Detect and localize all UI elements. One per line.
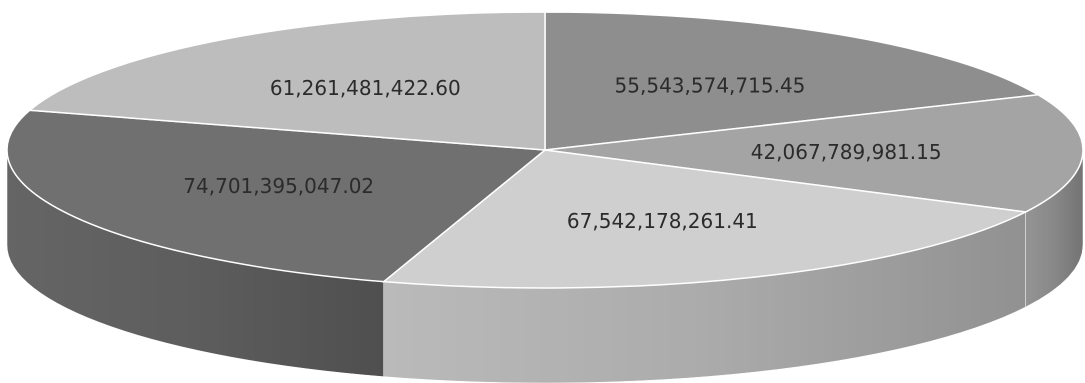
pie-data-label: 61,261,481,422.60 xyxy=(270,76,461,100)
pie-data-label: 74,701,395,047.02 xyxy=(183,174,374,198)
pie-data-label: 67,542,178,261.41 xyxy=(567,209,758,233)
pie-labels: 55,543,574,715.45 42,067,789,981.15 67,542… xyxy=(183,73,941,233)
pie-sides xyxy=(6,149,1084,383)
pie-data-label: 55,543,574,715.45 xyxy=(615,73,806,97)
pie-slice-61-261-481-422-60 xyxy=(27,11,546,151)
pie-slice-42-067-789-981-15 xyxy=(544,93,1084,213)
pie-slice-74-701-395-047-02 xyxy=(6,109,547,283)
pie-slice-67-542-178-261-41 xyxy=(381,149,1029,289)
pie-data-label: 42,067,789,981.15 xyxy=(751,140,942,164)
pie-tops xyxy=(6,11,1084,289)
pie-slice-55-543-574-715-45 xyxy=(544,11,1041,151)
